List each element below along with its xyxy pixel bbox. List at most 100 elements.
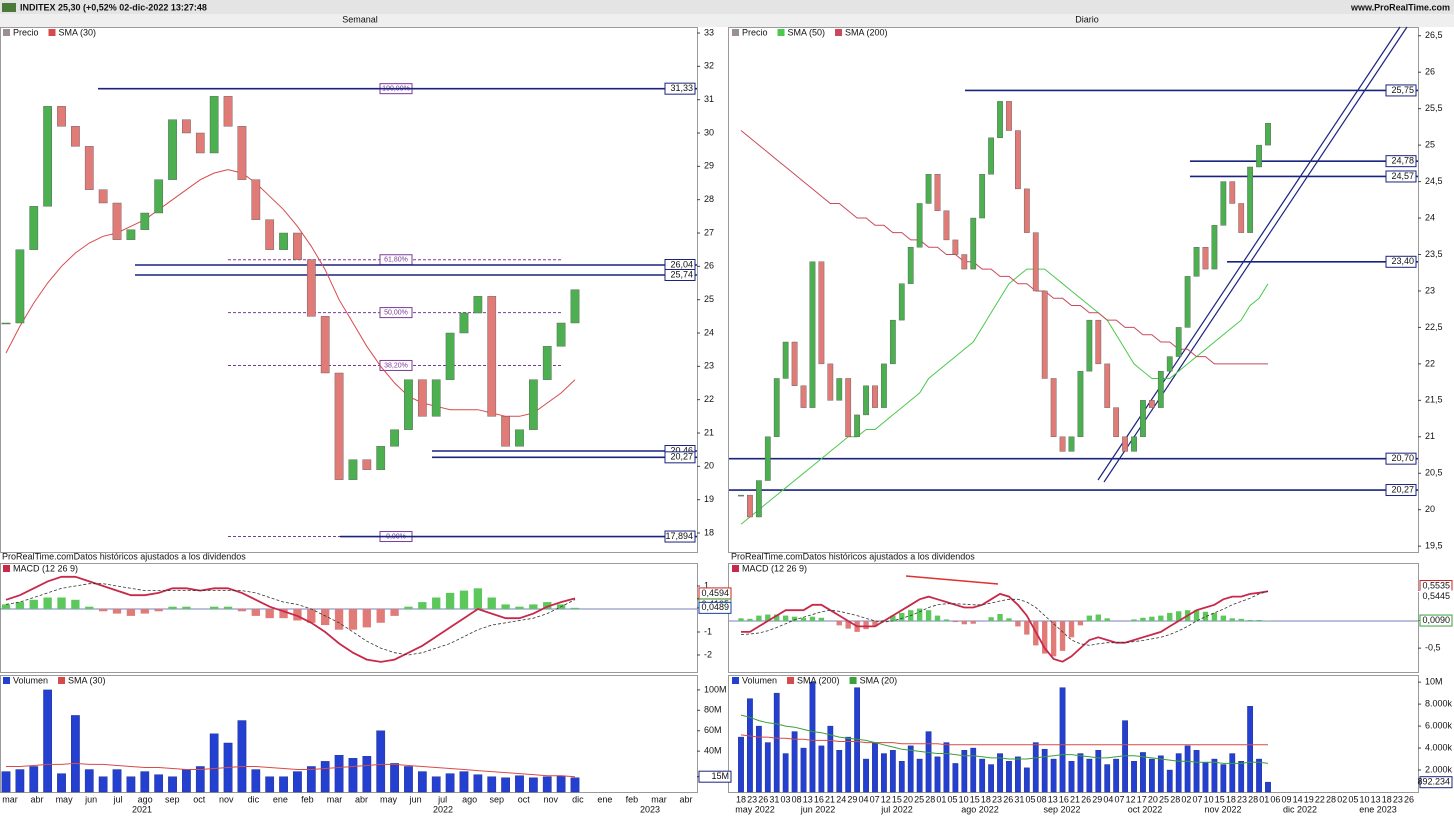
candle — [970, 217, 977, 270]
candle — [818, 261, 825, 365]
x-tick-label: 06 — [1270, 794, 1280, 804]
y-tick-label: 24 — [1425, 212, 1435, 222]
histogram-bar — [738, 618, 744, 622]
x-group-label: ene 2023 — [1359, 804, 1397, 814]
x-tick-label: 08 — [792, 794, 802, 804]
x-tick-label: sep — [489, 794, 504, 804]
histogram-bar — [404, 606, 413, 609]
x-tick-label: 18 — [1226, 794, 1236, 804]
x-tick-label: ago — [462, 794, 477, 804]
candle — [1166, 356, 1173, 372]
histogram-bar — [890, 615, 896, 622]
value-box-label: 20,27 — [670, 452, 693, 462]
histogram-bar — [168, 606, 177, 609]
volume-bar — [782, 753, 789, 793]
x-tick-label: 26 — [1003, 794, 1013, 804]
y-tick-label: 1 — [704, 580, 709, 590]
volume-bar — [943, 742, 950, 793]
value-box-label: 15M — [711, 771, 729, 781]
candle — [57, 106, 66, 127]
histogram-bar — [765, 614, 771, 622]
volume-sma — [740, 714, 1269, 764]
volume-bar — [1086, 758, 1093, 793]
legend-swatch — [58, 677, 66, 684]
candle — [362, 459, 372, 470]
x-tick-label: 13 — [1371, 794, 1381, 804]
x-tick-label: 23 — [747, 794, 757, 804]
candle — [872, 385, 878, 408]
y-tick-label: 18 — [704, 527, 714, 537]
candle — [390, 429, 399, 447]
legend-label: Precio — [742, 27, 768, 37]
legend-label: Volumen — [742, 675, 777, 685]
candle — [809, 261, 816, 408]
candle — [570, 289, 580, 324]
histogram-bar — [293, 608, 302, 621]
candle — [487, 296, 497, 417]
candle — [1247, 166, 1254, 233]
legend-swatch — [732, 29, 739, 36]
volume-sma — [6, 762, 576, 778]
x-tick-label: jul — [113, 794, 123, 804]
frames — [0, 27, 1419, 793]
x-tick-label: may — [380, 794, 398, 804]
volume-bar — [1032, 742, 1039, 793]
x-tick-label: ago — [138, 794, 153, 804]
value-box-label: 26,04 — [670, 259, 693, 269]
histogram-bar — [791, 616, 798, 622]
x-tick-label: 03 — [781, 794, 791, 804]
histogram-bar — [1006, 618, 1012, 622]
x-tick-label: oct — [193, 794, 206, 804]
candle — [1068, 436, 1075, 452]
volume-bar — [15, 769, 25, 793]
x-tick-label: 10 — [959, 794, 969, 804]
candle — [934, 174, 941, 211]
value-box-label: 0,5445 — [1422, 591, 1450, 601]
volume-bar — [182, 769, 191, 793]
volume-bar — [265, 776, 275, 793]
candle — [251, 179, 261, 220]
y-tick-label: 26 — [1425, 67, 1435, 77]
candle — [1015, 130, 1021, 190]
histogram-bar — [57, 597, 66, 609]
volume-bar — [1265, 781, 1271, 793]
volume-bar — [1131, 761, 1137, 793]
volume-bar — [376, 730, 386, 793]
x-group-label: nov 2022 — [1204, 804, 1241, 814]
x-tick-label: 23 — [1237, 794, 1247, 804]
x-tick-label: 12 — [881, 794, 891, 804]
volume-bar — [1193, 750, 1200, 793]
candle — [791, 341, 798, 386]
histogram-bar — [265, 608, 274, 619]
histogram-bar — [1086, 615, 1093, 622]
candle — [979, 174, 986, 219]
histogram-bar — [140, 608, 149, 614]
histogram-bar — [390, 608, 399, 616]
histogram-bar — [543, 602, 552, 609]
legend-label: SMA (50) — [788, 27, 826, 37]
histogram-bar — [112, 608, 122, 614]
volume-bar — [140, 771, 150, 793]
histogram-bar — [747, 618, 753, 622]
volume-bar — [755, 725, 762, 793]
volume-bar — [907, 745, 914, 793]
y-tick-label: 100M — [704, 684, 727, 694]
x-tick-label: 05 — [1025, 794, 1035, 804]
volume-bar — [529, 777, 538, 793]
volume-bar — [473, 774, 483, 793]
y-tick-label: 33 — [704, 27, 714, 37]
candle — [1184, 276, 1191, 328]
volume-bar — [827, 725, 834, 793]
histogram-bar — [970, 621, 976, 624]
histogram-bar — [334, 608, 344, 630]
legend-label: MACD (12 26 9) — [742, 563, 807, 573]
x-tick-label: 20 — [1148, 794, 1158, 804]
x-tick-label: 31 — [1014, 794, 1024, 804]
volume-bar — [431, 776, 441, 793]
legend-swatch — [3, 677, 10, 684]
volume-bar — [1015, 756, 1021, 793]
volume-bar — [872, 742, 878, 793]
value-box-label: 24,57 — [1391, 171, 1414, 181]
volume-bar — [747, 698, 753, 793]
candle — [1077, 370, 1084, 437]
